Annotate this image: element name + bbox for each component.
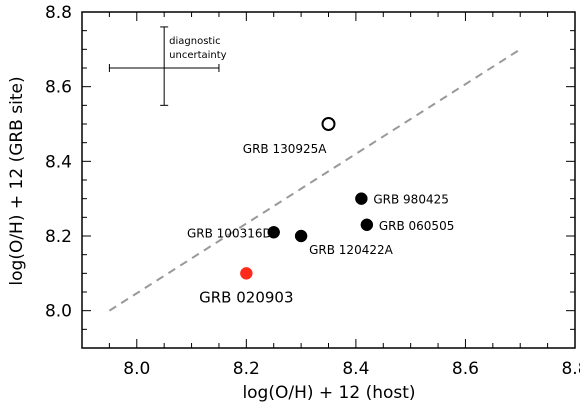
x-tick-label: 8.2	[233, 359, 260, 379]
y-tick-labels: 8.0 8.2 8.4 8.6 8.8	[45, 3, 72, 322]
data-point	[240, 267, 253, 280]
diagnostic-uncertainty-cross: diagnostic uncertainty	[108, 26, 227, 106]
point-label: GRB 130925A	[243, 142, 327, 156]
point-label: GRB 020903	[199, 288, 293, 306]
one-to-one-dashed-line	[108, 48, 521, 312]
point-label: GRB 980425	[373, 193, 449, 207]
reference-line	[108, 48, 521, 312]
point-label: GRB 100316D	[187, 226, 272, 240]
data-points	[240, 117, 374, 280]
point-label: GRB 060505	[379, 219, 455, 233]
data-point	[267, 226, 280, 239]
y-tick-label: 8.0	[45, 302, 72, 322]
y-tick-label: 8.6	[45, 78, 72, 98]
x-tick-label: 8.6	[452, 359, 479, 379]
data-point	[355, 192, 368, 205]
x-axis-title: log(O/H) + 12 (host)	[242, 383, 415, 403]
y-axis-title: log(O/H) + 12 (GRB site)	[7, 76, 27, 285]
y-tick-label: 8.4	[45, 152, 72, 172]
diagnostic-label-line2: uncertainty	[169, 50, 227, 61]
y-tick-label: 8.2	[45, 227, 72, 247]
point-label: GRB 120422A	[309, 243, 393, 257]
point-labels: GRB 130925A GRB 980425 GRB 060505 GRB 10031…	[187, 142, 454, 306]
x-tick-label: 8.0	[123, 359, 150, 379]
axis-ticks	[81, 11, 576, 349]
diagnostic-label-line1: diagnostic	[169, 36, 220, 47]
x-tick-labels: 8.0 8.2 8.4 8.6 8.8	[123, 359, 580, 379]
data-point	[360, 218, 374, 232]
x-tick-label: 8.8	[561, 359, 580, 379]
x-tick-label: 8.4	[342, 359, 369, 379]
y-tick-label: 8.8	[45, 3, 72, 23]
data-point-open	[321, 117, 336, 131]
data-point	[294, 229, 308, 243]
